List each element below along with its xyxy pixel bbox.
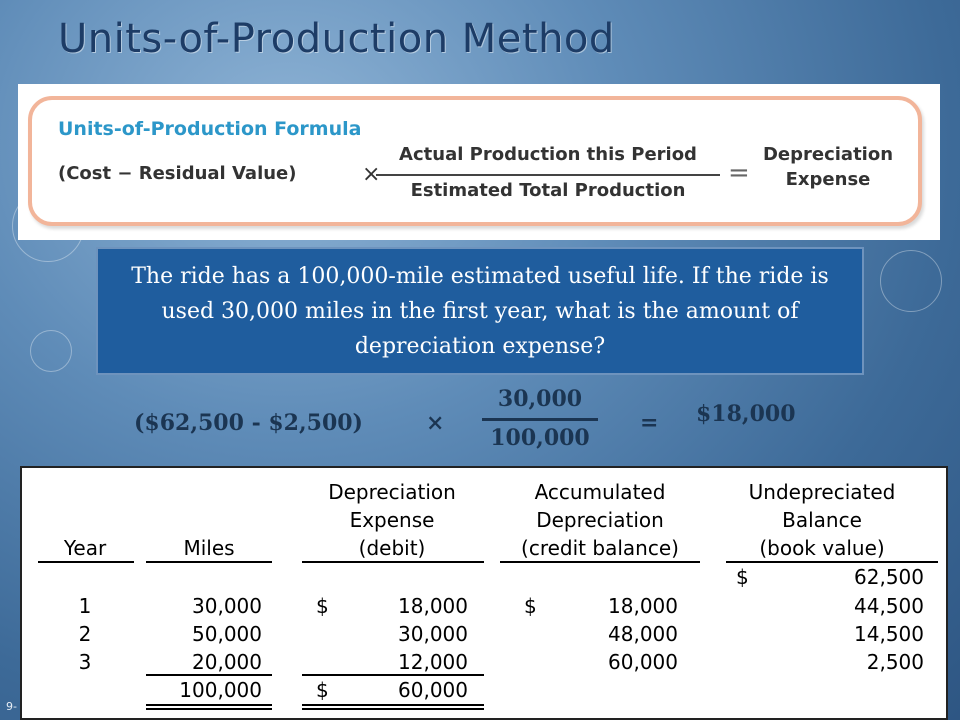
formula-times-sign: × xyxy=(362,162,381,187)
slide-title: Units-of-Production Method xyxy=(58,16,615,62)
formula-panel: Units-of-Production Formula (Cost − Resi… xyxy=(18,84,940,240)
header-underline xyxy=(146,561,272,563)
total-double-underline xyxy=(302,704,484,706)
row-year: 1 xyxy=(78,594,92,618)
header-underline xyxy=(726,561,938,563)
header-underline xyxy=(500,561,700,563)
row-acc-value: 18,000 xyxy=(608,594,678,618)
formula-numerator: Actual Production this Period xyxy=(399,144,697,165)
header-underline xyxy=(38,561,134,563)
header-year: Year xyxy=(63,536,107,560)
question-box: The ride has a 100,000-mile estimated us… xyxy=(96,247,864,375)
formula-left-term: (Cost − Residual Value) xyxy=(58,163,297,184)
header-und-line2: Balance xyxy=(782,508,862,532)
total-underline xyxy=(302,674,484,676)
background-decoration xyxy=(880,250,942,312)
header-acc-line3: (credit balance) xyxy=(521,536,679,560)
total-double-underline xyxy=(146,704,272,706)
total-underline xyxy=(146,674,272,676)
header-underline xyxy=(302,561,484,563)
header-acc-line2: Depreciation xyxy=(536,508,664,532)
question-text: The ride has a 100,000-mile estimated us… xyxy=(131,263,829,359)
total-dep-value: 60,000 xyxy=(398,678,468,702)
formula-equals-sign: = xyxy=(728,158,750,188)
row-miles: 50,000 xyxy=(192,622,262,646)
formula-fraction-line xyxy=(376,174,720,176)
background-decoration xyxy=(30,330,72,372)
row-dep-dollar: $ xyxy=(316,594,329,618)
header-dep-line2: Expense xyxy=(349,508,435,532)
header-und-line3: (book value) xyxy=(759,536,885,560)
page-number: 9- xyxy=(6,700,17,713)
calc-fraction-line xyxy=(482,418,598,421)
calc-result: $18,000 xyxy=(696,401,796,427)
row-balance-value: 14,500 xyxy=(854,622,924,646)
header-und-line1: Undepreciated xyxy=(748,480,896,504)
row-dep-value: 12,000 xyxy=(398,650,468,674)
header-acc-line1: Accumulated xyxy=(534,480,666,504)
row-year: 2 xyxy=(78,622,92,646)
total-double-underline xyxy=(146,708,272,710)
calc-equals-sign: = xyxy=(640,410,659,436)
row-miles: 20,000 xyxy=(192,650,262,674)
header-dep-line1: Depreciation xyxy=(328,480,456,504)
calc-times-sign: × xyxy=(426,410,445,436)
header-miles: Miles xyxy=(183,536,235,560)
depreciation-table: Depreciation Expense (debit) Accumulated… xyxy=(20,466,948,720)
row-miles: 30,000 xyxy=(192,594,262,618)
opening-balance-value: 62,500 xyxy=(854,565,924,589)
opening-balance-dollar: $ xyxy=(736,565,749,589)
row-dep-value: 18,000 xyxy=(398,594,468,618)
row-acc-value: 48,000 xyxy=(608,622,678,646)
formula-heading: Units-of-Production Formula xyxy=(58,118,362,140)
total-double-underline xyxy=(302,708,484,710)
row-acc-value: 60,000 xyxy=(608,650,678,674)
row-year: 3 xyxy=(78,650,92,674)
formula-box: Units-of-Production Formula (Cost − Resi… xyxy=(28,96,922,226)
calc-denominator: 100,000 xyxy=(490,425,590,451)
total-dep-dollar: $ xyxy=(316,678,329,702)
header-dep-line3: (debit) xyxy=(358,536,426,560)
total-miles: 100,000 xyxy=(179,678,262,702)
formula-result-line2: Expense xyxy=(785,169,871,190)
row-acc-dollar: $ xyxy=(524,594,537,618)
formula-denominator: Estimated Total Production xyxy=(410,180,686,201)
calc-numerator: 30,000 xyxy=(497,386,583,412)
row-dep-value: 30,000 xyxy=(398,622,468,646)
row-balance-value: 2,500 xyxy=(866,650,924,674)
calc-base: ($62,500 - $2,500) xyxy=(134,410,363,436)
row-balance-value: 44,500 xyxy=(854,594,924,618)
formula-result-line1: Depreciation xyxy=(762,144,894,165)
